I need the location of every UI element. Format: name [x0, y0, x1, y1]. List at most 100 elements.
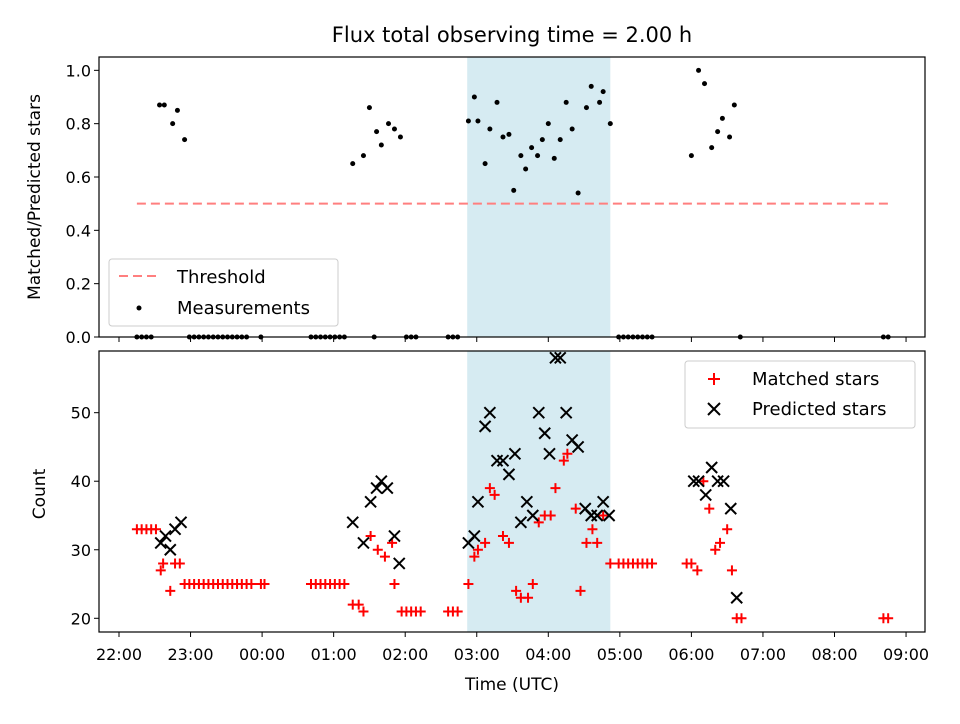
matched-star-point	[452, 606, 463, 617]
matched-star-point	[379, 551, 390, 562]
predicted-star-point	[596, 495, 610, 508]
ratio-x-ticks	[118, 337, 907, 342]
matched-star-point	[372, 544, 383, 555]
measurement-point	[397, 134, 403, 140]
measurement-point	[506, 131, 512, 137]
predicted-star-point	[496, 454, 510, 467]
measurement-point	[557, 137, 563, 143]
measurement-point	[545, 121, 551, 127]
matched-star-point	[736, 613, 747, 624]
measurement-point	[551, 155, 557, 161]
predicted-star-point	[520, 495, 534, 508]
predicted-star-point	[724, 502, 737, 515]
predicted-stars-points	[154, 351, 743, 604]
measurement-point	[715, 129, 721, 135]
predicted-star-point	[357, 536, 370, 550]
count-y-axis-label: Count	[30, 468, 50, 519]
ratio-legend: Threshold Measurements	[108, 258, 339, 327]
time-tick-label: 09:00	[883, 645, 929, 664]
measurement-point	[378, 142, 384, 148]
matched-star-point	[647, 558, 658, 569]
predicted-star-point	[711, 475, 724, 488]
predicted-star-point	[559, 406, 573, 419]
predicted-star-point	[159, 529, 172, 543]
measurement-point	[583, 105, 589, 111]
matched-star-point	[523, 592, 534, 603]
count-y-tick-label: 30	[71, 541, 91, 560]
matched-star-point	[259, 579, 270, 590]
time-tick-label: 22:00	[96, 645, 142, 664]
predicted-star-point	[174, 516, 188, 529]
matched-star-point	[570, 503, 581, 514]
predicted-star-point	[502, 468, 516, 481]
count-observing-band	[467, 351, 611, 632]
chart-title: Flux total observing time = 2.00 h	[332, 23, 692, 47]
legend-predicted-label: Predicted stars	[752, 399, 886, 420]
predicted-star-point	[388, 529, 401, 543]
matched-star-point	[358, 606, 369, 617]
measurement-point	[688, 153, 694, 159]
predicted-star-point	[730, 591, 743, 604]
predicted-star-point	[602, 509, 616, 522]
time-tick-label: 01:00	[311, 645, 357, 664]
matched-star-point	[562, 448, 573, 459]
matched-star-point	[489, 489, 500, 500]
measurement-point	[157, 102, 163, 108]
ratio-y-tick-label: 0.8	[66, 115, 91, 134]
measurement-point	[511, 187, 517, 193]
predicted-star-point	[590, 509, 604, 522]
ratio-panel: 0.0 0.2 0.4 0.6 0.8 1.0 Matched/Predicted sta…	[25, 56, 926, 347]
measurement-point	[374, 129, 380, 135]
matched-star-point	[550, 483, 561, 494]
matched-star-point	[472, 544, 483, 555]
time-tick-label: 00:00	[239, 645, 285, 664]
measurement-point	[494, 99, 500, 105]
measurement-point	[563, 99, 569, 105]
count-legend: Matched stars Predicted stars	[684, 360, 916, 429]
matched-star-point	[592, 537, 603, 548]
matched-star-point	[527, 579, 538, 590]
measurement-point	[535, 153, 541, 159]
matched-star-point	[575, 585, 586, 596]
predicted-star-point	[164, 543, 177, 556]
time-tick-label: 03:00	[454, 645, 500, 664]
count-legend-box	[684, 360, 916, 429]
measurement-point	[600, 89, 606, 95]
measurement-point	[597, 99, 603, 105]
ratio-y-axis-label: Matched/Predicted stars	[25, 94, 45, 300]
measurement-point	[719, 115, 725, 121]
measurement-point	[727, 134, 733, 140]
measurement-point	[366, 105, 372, 111]
legend-matched-swatch	[708, 373, 720, 385]
matched-star-point	[480, 537, 491, 548]
predicted-star-point	[699, 488, 712, 502]
predicted-star-point	[554, 351, 567, 365]
time-tick-label: 05:00	[597, 645, 643, 664]
legend-threshold-label: Threshold	[176, 267, 266, 288]
measurement-point	[569, 126, 575, 132]
matched-star-point	[511, 585, 522, 596]
measurement-point	[482, 161, 488, 167]
matched-star-point	[698, 476, 709, 487]
predicted-star-point	[468, 529, 481, 543]
matched-star-point	[155, 565, 166, 576]
ratio-observing-band	[467, 57, 611, 337]
predicted-star-point	[364, 495, 377, 508]
time-tick-label: 07:00	[740, 645, 786, 664]
count-y-axis: 20 30 40 50	[71, 404, 99, 628]
predicted-star-point	[393, 557, 406, 570]
count-y-tick-label: 50	[71, 404, 91, 423]
predicted-star-point	[526, 509, 540, 522]
predicted-star-point	[717, 475, 730, 488]
measurement-point	[360, 153, 366, 159]
time-tick-label: 08:00	[811, 645, 857, 664]
matched-star-point	[353, 599, 364, 610]
measurement-point	[174, 107, 180, 113]
measurement-point	[529, 145, 535, 151]
measurement-point	[588, 83, 594, 89]
measurement-point	[386, 121, 392, 127]
matched-star-point	[686, 558, 697, 569]
matched-star-point	[165, 585, 176, 596]
time-tick-label: 06:00	[668, 645, 714, 664]
matched-stars-points	[131, 448, 894, 624]
